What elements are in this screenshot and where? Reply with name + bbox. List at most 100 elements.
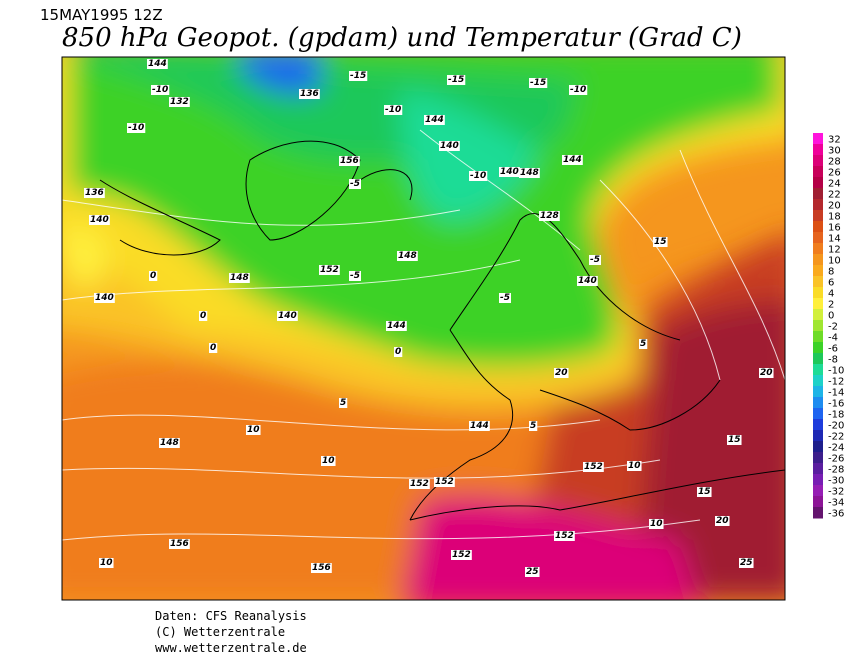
contour-label: 156 [170, 539, 189, 549]
contour-label-box [447, 75, 466, 85]
contour-label: 10 [247, 425, 260, 435]
contour-label-box [569, 85, 588, 95]
contour-label: -15 [530, 78, 546, 88]
contour-label: 15 [728, 435, 741, 445]
colorbar-label: -22 [828, 432, 844, 443]
colorbar-swatch [813, 419, 823, 431]
contour-label-box [424, 115, 445, 125]
contour-label: 10 [650, 519, 663, 529]
contour-label-box [127, 123, 146, 133]
contour-label-box [159, 438, 180, 448]
contour-label-box [149, 271, 158, 281]
colorbar-swatch [813, 441, 823, 453]
colorbar-label: -4 [828, 333, 838, 344]
contour-label: 152 [584, 462, 603, 472]
contour-label: 144 [387, 321, 406, 331]
contour-label: 156 [340, 156, 359, 166]
contour-label-box [639, 339, 648, 349]
contour-label-box [529, 78, 548, 88]
colorbar-label: 18 [828, 212, 841, 223]
contour-label-box [469, 171, 488, 181]
contour-label: 20 [760, 368, 773, 378]
contour-label: 140 [440, 141, 459, 151]
contour-label: 15 [698, 487, 711, 497]
contour-label-box [89, 215, 110, 225]
colorbar-label: -30 [828, 476, 844, 487]
contour-label: 140 [90, 215, 109, 225]
contour-label-box [319, 265, 340, 275]
contour-label-box [434, 477, 455, 487]
colorbar-swatch [813, 133, 823, 145]
contour-label-box [246, 425, 261, 435]
colorbar-swatch [813, 331, 823, 343]
colorbar-swatch [813, 276, 823, 288]
contour-label-box [397, 251, 418, 261]
colorbar-swatch [813, 210, 823, 222]
contour-label: -10 [152, 85, 168, 95]
contour-label: 140 [578, 276, 597, 286]
contour-label-box [321, 456, 336, 466]
contour-label: 144 [148, 59, 167, 69]
colorbar-swatch [813, 408, 823, 420]
contour-label-box [299, 89, 320, 99]
colorbar-swatch [813, 166, 823, 178]
contour-label: 136 [300, 89, 319, 99]
contour-label: 140 [500, 167, 519, 177]
colorbar-label: -10 [828, 366, 844, 377]
contour-label: -10 [570, 85, 586, 95]
contour-label-box [151, 85, 170, 95]
colorbar-swatch [813, 254, 823, 266]
colorbar-swatch [813, 496, 823, 508]
colorbar-swatch [813, 144, 823, 156]
contour-label: 128 [540, 211, 559, 221]
contour-label: 0 [200, 311, 206, 321]
contour-label: 10 [628, 461, 641, 471]
contour-label-box [209, 343, 218, 353]
contour-label: 5 [530, 421, 536, 431]
colorbar-label: -32 [828, 487, 844, 498]
contour-label: -5 [590, 255, 600, 265]
contour-label-box [277, 311, 298, 321]
contour-label-box [499, 293, 511, 303]
colorbar-swatch [813, 243, 823, 255]
contour-label-box [99, 558, 114, 568]
colorbar-label: -16 [828, 399, 844, 410]
colorbar-label: 8 [828, 267, 834, 278]
colorbar-swatch [813, 232, 823, 244]
colorbar-swatch [813, 507, 823, 519]
colorbar-label: -8 [828, 355, 838, 366]
contour-label-box [653, 237, 668, 247]
contour-label: 152 [435, 477, 454, 487]
map-frame [61, 56, 786, 601]
contour-label: 144 [470, 421, 489, 431]
contour-label-box [169, 97, 190, 107]
contour-label-box [529, 421, 538, 431]
contour-label-box [94, 293, 115, 303]
contour-label: -10 [470, 171, 486, 181]
colorbar-swatch [813, 463, 823, 475]
contour-label-box [311, 563, 332, 573]
contour-label: 136 [85, 188, 104, 198]
contour-label: 152 [320, 265, 339, 275]
colorbar-swatch [813, 199, 823, 211]
contour-label-box [727, 435, 742, 445]
colorbar-swatch [813, 342, 823, 354]
colorbar-label: -12 [828, 377, 844, 388]
contour-label: -10 [385, 105, 401, 115]
contour-label-box [409, 479, 430, 489]
contour-label-box [384, 105, 403, 115]
map [62, 57, 785, 600]
contour-label-box [562, 155, 583, 165]
contour-label: 148 [160, 438, 179, 448]
colorbar-swatch [813, 155, 823, 167]
contour-label: 15 [654, 237, 667, 247]
contour-label-box [583, 462, 604, 472]
colorbar-swatch [813, 177, 823, 189]
contour-label: 152 [555, 531, 574, 541]
colorbar-swatch [813, 430, 823, 442]
colorbar-swatch [813, 397, 823, 409]
contour-label-box [451, 550, 472, 560]
contour-label-box [759, 368, 774, 378]
contour-label: 25 [740, 558, 753, 568]
contour-label: 132 [170, 97, 189, 107]
